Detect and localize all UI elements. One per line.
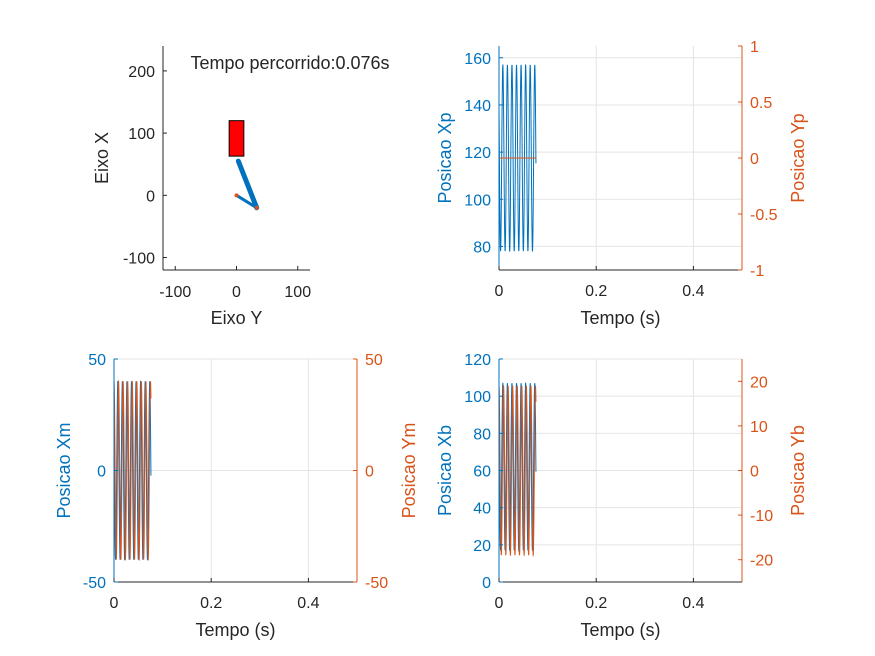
- x-axis-label: Tempo (s): [195, 620, 275, 640]
- left-tick-label: 0: [482, 575, 491, 592]
- x-tick-label: 0: [495, 283, 504, 300]
- series-line-left: [498, 63, 537, 253]
- right-tick-label: 20: [750, 374, 768, 391]
- right-tick-label: -20: [750, 553, 773, 570]
- chart-title: Tempo percorrido:0.076s: [190, 53, 389, 73]
- left-tick-label: 60: [473, 464, 491, 481]
- x-tick-label: 0.2: [200, 595, 222, 612]
- right-tick-label: -1: [750, 263, 764, 280]
- right-tick-label: -10: [750, 508, 773, 525]
- left-tick-label: 120: [464, 145, 491, 162]
- x-tick-label: 0: [495, 595, 504, 612]
- y-tick-label: -100: [123, 251, 155, 268]
- x-tick-label: 0.4: [682, 283, 704, 300]
- y-axis-label: Eixo X: [92, 132, 112, 184]
- mechanism-link: [235, 158, 260, 211]
- y-tick-label: 100: [128, 126, 155, 143]
- mechanism-link: [235, 193, 259, 210]
- left-tick-label: -50: [83, 575, 106, 592]
- x-tick-label: 0.2: [585, 283, 607, 300]
- chart-mechanism: -100 0 100 -100 0 100 200 Eixo Y Eixo X Tempo per…: [92, 46, 390, 328]
- series-line-left: [113, 380, 152, 562]
- chart-xb_yb: 0 0.2 0.4 0 20 40 60 80 100 120 -20 -10 0 10 20 Tempo (…: [435, 352, 808, 640]
- x-tick-label: -100: [159, 284, 191, 301]
- right-axis-label: Posicao Yb: [788, 425, 808, 516]
- x-tick-label: 0.4: [682, 595, 704, 612]
- piston-block: [228, 120, 245, 157]
- right-tick-label: 0: [750, 151, 759, 168]
- series-line-right: [498, 384, 537, 557]
- x-tick-label: 0: [110, 595, 119, 612]
- chart-xp_yp: 0 0.2 0.4 80 100 120 140 160 -1 -0.5 0 0.5 1 Tempo (s…: [435, 39, 808, 328]
- x-tick-label: 100: [284, 284, 311, 301]
- left-tick-label: 140: [464, 98, 491, 115]
- left-axis-label: Posicao Xm: [54, 422, 74, 518]
- x-tick-label: 0: [232, 284, 241, 301]
- y-tick-label: 0: [146, 188, 155, 205]
- left-tick-label: 40: [473, 501, 491, 518]
- right-tick-label: 0: [750, 464, 759, 481]
- right-tick-label: 0.5: [750, 95, 772, 112]
- x-axis-label: Tempo (s): [580, 620, 660, 640]
- left-tick-label: 50: [88, 352, 106, 369]
- x-tick-label: 0.4: [297, 595, 319, 612]
- series-line-right: [113, 379, 152, 562]
- left-axis-label: Posicao Xb: [435, 425, 455, 516]
- right-axis-label: Posicao Yp: [788, 113, 808, 202]
- x-axis-label: Tempo (s): [580, 308, 660, 328]
- right-tick-label: 0: [365, 464, 374, 481]
- left-tick-label: 20: [473, 538, 491, 555]
- left-tick-label: 0: [97, 464, 106, 481]
- left-tick-label: 100: [464, 192, 491, 209]
- right-tick-label: -0.5: [750, 207, 778, 224]
- left-tick-label: 100: [464, 389, 491, 406]
- mechanism-joint: [234, 193, 239, 198]
- left-tick-label: 160: [464, 51, 491, 68]
- left-tick-label: 80: [473, 239, 491, 256]
- right-tick-label: -50: [365, 575, 388, 592]
- right-tick-label: 1: [750, 39, 759, 56]
- y-tick-label: 200: [128, 64, 155, 81]
- right-tick-label: 50: [365, 352, 383, 369]
- left-tick-label: 120: [464, 352, 491, 369]
- right-axis-label: Posicao Ym: [399, 423, 419, 519]
- x-axis-label: Eixo Y: [211, 308, 263, 328]
- right-tick-label: 10: [750, 419, 768, 436]
- left-axis-label: Posicao Xp: [435, 112, 455, 203]
- left-tick-label: 80: [473, 426, 491, 443]
- mechanism-joint: [254, 205, 259, 210]
- x-tick-label: 0.2: [585, 595, 607, 612]
